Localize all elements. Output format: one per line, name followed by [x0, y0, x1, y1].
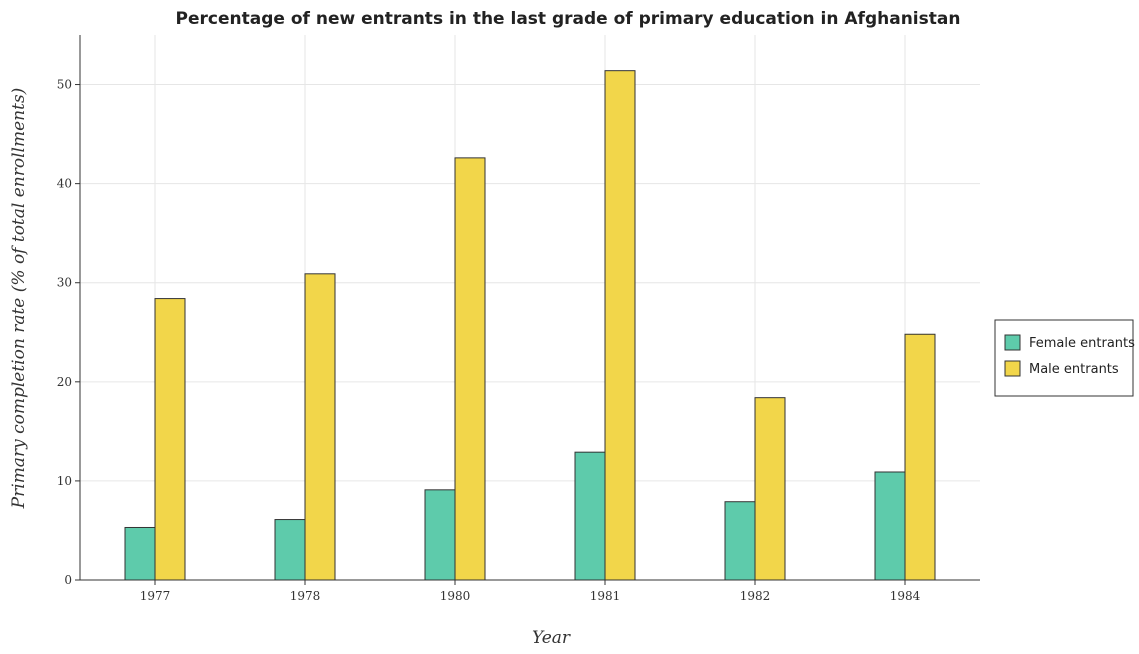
bar-female-entrants: [574, 451, 606, 581]
y-tick-label: 30: [57, 276, 72, 290]
y-tick-label: 20: [57, 375, 72, 389]
x-tick-label: 1978: [290, 589, 321, 603]
y-tick-label: 0: [64, 573, 72, 587]
bar-male-entrants: [904, 333, 936, 581]
bar-female-entrants: [124, 526, 156, 581]
y-tick-label: 10: [57, 474, 72, 488]
x-tick-label: 1981: [590, 589, 621, 603]
legend: Female entrants Male entrants: [994, 319, 1135, 397]
x-tick-label: 1980: [440, 589, 471, 603]
bar-female-entrants: [424, 489, 456, 581]
bars: [124, 70, 936, 581]
y-tick-label: 50: [57, 78, 72, 92]
legend-swatch-male: [1004, 360, 1021, 377]
bar-male-entrants: [604, 70, 636, 581]
legend-label-female: Female entrants: [1029, 336, 1135, 351]
chart-title: Percentage of new entrants in the last g…: [176, 9, 961, 29]
tick-labels: 0 10 20 30 40 50 1977 1978 1980 1981 1982 1984: [57, 78, 921, 603]
y-axis-label: Primary completion rate (% of total enro…: [9, 88, 29, 510]
legend-swatch-female: [1004, 334, 1021, 351]
y-tick-label: 40: [57, 177, 72, 191]
bar-female-entrants: [274, 519, 306, 581]
x-tick-label: 1977: [140, 589, 171, 603]
x-axis-label: Year: [532, 628, 571, 648]
bar-female-entrants: [874, 471, 906, 581]
bar-male-entrants: [454, 157, 486, 581]
bar-female-entrants: [724, 501, 756, 581]
legend-box: [994, 319, 1134, 397]
bar-male-entrants: [754, 397, 786, 581]
bar-male-entrants: [304, 273, 336, 581]
gridlines: [80, 35, 980, 581]
axes: [75, 35, 980, 585]
x-tick-label: 1984: [890, 589, 921, 603]
x-tick-label: 1982: [740, 589, 771, 603]
legend-label-male: Male entrants: [1029, 362, 1119, 377]
bar-male-entrants: [154, 298, 186, 581]
